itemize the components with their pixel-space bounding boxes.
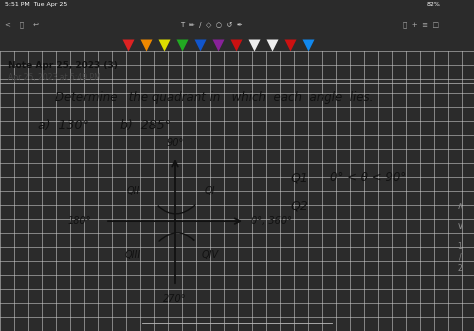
Text: Note Apr 25, 2023 (3): Note Apr 25, 2023 (3) bbox=[8, 61, 118, 70]
Text: Determine   the quadrant in   which  each  angle  lies.: Determine the quadrant in which each ang… bbox=[55, 91, 374, 104]
Text: /: / bbox=[459, 253, 461, 261]
Text: b)  285°: b) 285° bbox=[120, 119, 171, 132]
Text: Q2: Q2 bbox=[290, 199, 308, 212]
Text: 🎤  +  ≡  □: 🎤 + ≡ □ bbox=[403, 21, 439, 28]
Text: a)  130°: a) 130° bbox=[38, 119, 89, 132]
Text: 2: 2 bbox=[457, 263, 462, 272]
FancyArrowPatch shape bbox=[158, 205, 195, 214]
Text: 82%: 82% bbox=[427, 2, 440, 7]
Text: 0°, 360°: 0°, 360° bbox=[251, 216, 292, 226]
Text: 180°: 180° bbox=[67, 216, 91, 226]
Text: 270°: 270° bbox=[163, 294, 187, 304]
Text: QI: QI bbox=[205, 186, 215, 196]
Text: T  ✏  /  ◇  ○  ↺  ✒: T ✏ / ◇ ○ ↺ ✒ bbox=[180, 22, 243, 27]
Text: 90°: 90° bbox=[166, 138, 184, 148]
Text: Q1: Q1 bbox=[290, 171, 308, 184]
Text: Apr 25, 2023 at 5:49 PM: Apr 25, 2023 at 5:49 PM bbox=[8, 73, 101, 82]
FancyArrowPatch shape bbox=[159, 233, 194, 241]
Text: <    🔒    ↩: < 🔒 ↩ bbox=[5, 21, 39, 28]
Text: 1: 1 bbox=[457, 242, 462, 251]
Text: QIII: QIII bbox=[125, 250, 141, 260]
Text: ∧: ∧ bbox=[456, 201, 464, 211]
Text: 5:51 PM  Tue Apr 25: 5:51 PM Tue Apr 25 bbox=[5, 2, 67, 7]
Text: ∨: ∨ bbox=[456, 221, 464, 231]
Text: QII: QII bbox=[126, 186, 140, 196]
Text: QIV: QIV bbox=[201, 250, 219, 260]
Text: 0° < θ < 90°: 0° < θ < 90° bbox=[330, 171, 406, 184]
